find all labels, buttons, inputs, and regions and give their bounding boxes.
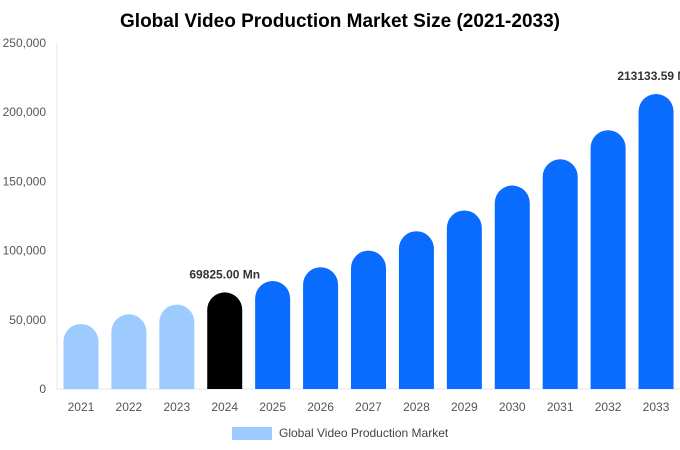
bar-2029[interactable] xyxy=(446,210,482,389)
legend-swatch[interactable] xyxy=(232,427,272,440)
x-tick-label: 2027 xyxy=(355,400,382,414)
bar-2025[interactable] xyxy=(255,281,291,389)
y-tick-label: 50,000 xyxy=(9,313,46,327)
bar-2023[interactable] xyxy=(159,304,195,389)
data-label-2024: 69825.00 Mn xyxy=(189,267,260,281)
x-tick-label: 2030 xyxy=(499,400,526,414)
x-tick-label: 2031 xyxy=(547,400,574,414)
x-tick-label: 2022 xyxy=(116,400,143,414)
bar-2032[interactable] xyxy=(590,130,626,389)
bar-2033[interactable] xyxy=(638,94,674,389)
bar-2021[interactable] xyxy=(63,323,99,389)
bars xyxy=(63,94,674,389)
data-label-2033: 213133.59 Mn xyxy=(617,69,680,83)
x-axis: 2021 2022 2023 2024 2025 2026 2027 2028 2029 2030… xyxy=(57,388,680,414)
x-tick-label: 2024 xyxy=(211,400,238,414)
y-tick-label: 200,000 xyxy=(3,105,47,119)
x-tick-label: 2023 xyxy=(163,400,190,414)
bar-2028[interactable] xyxy=(398,231,434,389)
chart-title: Global Video Production Market Size (202… xyxy=(120,11,560,32)
x-tick-label: 2026 xyxy=(307,400,334,414)
y-tick-label: 100,000 xyxy=(3,244,47,258)
bar-2024[interactable] xyxy=(207,292,243,389)
x-tick-label: 2021 xyxy=(68,400,95,414)
bar-2030[interactable] xyxy=(494,185,530,389)
y-tick-label: 250,000 xyxy=(3,36,47,50)
y-tick-label: 150,000 xyxy=(3,174,47,188)
legend-label[interactable]: Global Video Production Market xyxy=(279,426,449,440)
bar-2031[interactable] xyxy=(542,159,578,389)
y-axis: 0 50,000 100,000 150,000 200,000 250,000 xyxy=(3,36,58,396)
legend[interactable]: Global Video Production Market xyxy=(232,426,449,440)
bar-2026[interactable] xyxy=(303,267,339,389)
y-tick-label: 0 xyxy=(39,382,46,396)
bar-2022[interactable] xyxy=(111,314,147,389)
x-tick-label: 2025 xyxy=(259,400,286,414)
x-tick-label: 2033 xyxy=(643,400,670,414)
x-tick-label: 2029 xyxy=(451,400,478,414)
x-tick-label: 2032 xyxy=(595,400,622,414)
bar-2027[interactable] xyxy=(351,250,386,389)
data-labels: 69825.00 Mn 213133.59 Mn xyxy=(189,69,680,281)
x-tick-label: 2028 xyxy=(403,400,430,414)
